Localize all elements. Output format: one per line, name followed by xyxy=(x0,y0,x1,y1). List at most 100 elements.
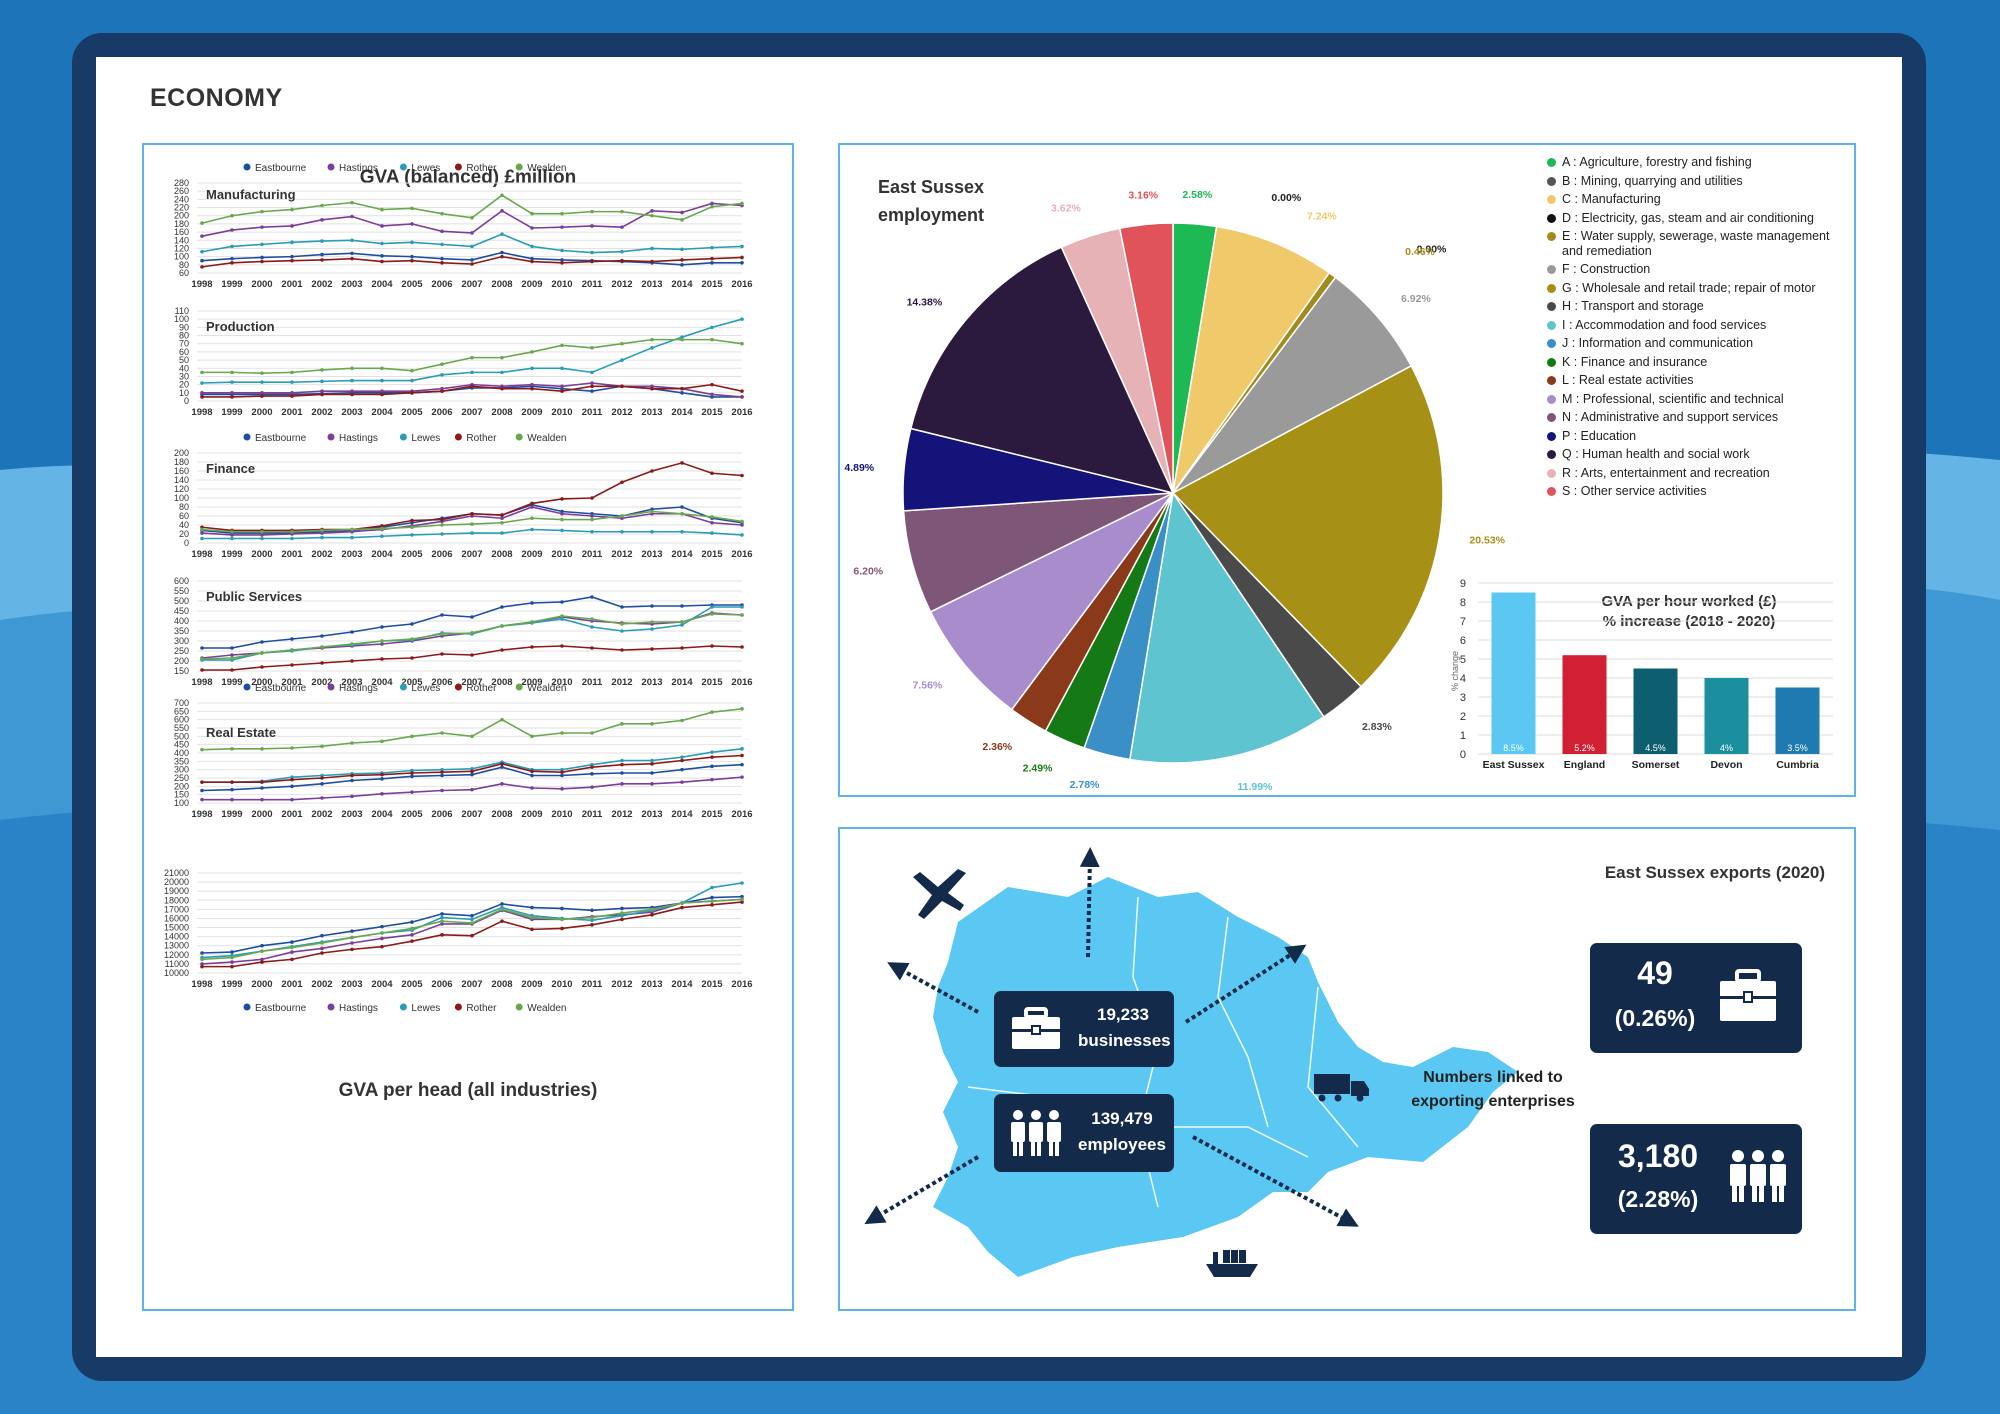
data-point xyxy=(410,637,414,641)
employees-label: employees xyxy=(1078,1135,1166,1154)
y-tick-label: 350 xyxy=(174,626,189,636)
x-tick-label: 2002 xyxy=(311,279,332,290)
briefcase-icon xyxy=(1720,969,1776,1021)
data-point xyxy=(560,248,564,253)
legend-label: Lewes xyxy=(411,433,440,444)
x-tick-label: 2016 xyxy=(731,809,752,820)
data-point xyxy=(470,787,474,792)
y-tick-label: 350 xyxy=(174,756,189,766)
airplane-icon xyxy=(913,869,966,919)
data-point xyxy=(290,224,294,228)
data-point xyxy=(260,225,264,229)
data-point xyxy=(590,785,594,789)
y-tick-label: 550 xyxy=(174,586,189,596)
legend-marker xyxy=(243,1003,251,1011)
data-point xyxy=(410,240,414,245)
data-point xyxy=(650,209,654,213)
data-point xyxy=(710,201,714,206)
data-point xyxy=(290,775,294,779)
data-point xyxy=(290,957,294,962)
x-tick-label: 1999 xyxy=(221,677,242,688)
y-tick-label: 650 xyxy=(174,706,189,716)
data-point xyxy=(410,206,414,211)
data-point xyxy=(590,731,594,735)
x-tick-label: 2006 xyxy=(431,677,452,688)
data-point xyxy=(380,944,384,949)
data-point xyxy=(620,911,624,915)
pie-pct-label: 6.92% xyxy=(1401,293,1431,305)
data-point xyxy=(560,770,564,774)
x-tick-label: 2010 xyxy=(551,677,572,688)
data-point xyxy=(620,762,624,767)
data-point xyxy=(200,221,204,225)
data-point xyxy=(740,645,744,649)
data-point xyxy=(410,768,414,773)
data-point xyxy=(380,254,384,258)
pie-title-line-2: employment xyxy=(878,205,984,225)
x-tick-label: 1998 xyxy=(191,279,212,290)
data-point xyxy=(290,240,294,245)
truck-icon xyxy=(1314,1074,1369,1102)
page-title: ECONOMY xyxy=(150,84,283,112)
x-tick-label: 2016 xyxy=(731,677,752,688)
pie-slice-f xyxy=(1172,276,1413,494)
linked-employees-box: 3,180 (2.28%) xyxy=(1590,1124,1802,1234)
data-point xyxy=(200,395,204,399)
data-point xyxy=(200,531,204,535)
y-tick-label: 500 xyxy=(174,731,189,741)
x-tick-label: 2000 xyxy=(251,279,272,290)
legend-text: C : Manufacturing xyxy=(1562,192,1661,206)
x-tick-label: 2012 xyxy=(611,549,632,560)
data-point xyxy=(230,533,234,537)
x-tick-label: 2016 xyxy=(731,407,752,418)
data-point xyxy=(500,624,504,628)
gva-line-charts: GVA (balanced) £million GVA per head (al… xyxy=(164,163,753,1101)
data-point xyxy=(650,647,654,651)
data-point xyxy=(230,228,234,232)
y-tick-label: 550 xyxy=(174,723,189,733)
x-tick-label: 1999 xyxy=(221,279,242,290)
data-point xyxy=(260,960,264,964)
x-tick-label: 2006 xyxy=(431,279,452,290)
data-point xyxy=(710,256,714,261)
data-point xyxy=(260,651,264,655)
data-point xyxy=(230,653,234,657)
data-point xyxy=(260,255,264,260)
data-point xyxy=(500,520,504,525)
x-tick-label: 2010 xyxy=(551,809,572,820)
data-point xyxy=(740,753,744,758)
data-point xyxy=(200,646,204,650)
data-point xyxy=(410,774,414,779)
series-line-rother xyxy=(201,462,743,532)
data-point xyxy=(680,258,684,262)
data-point xyxy=(590,250,594,255)
y-tick-label: 240 xyxy=(174,194,189,204)
data-point xyxy=(590,259,594,264)
data-point xyxy=(530,226,534,230)
data-point xyxy=(320,773,324,778)
data-point xyxy=(680,247,684,252)
data-point xyxy=(350,773,354,778)
legend-text: H : Transport and storage xyxy=(1562,299,1704,313)
data-point xyxy=(590,209,594,214)
legend-dot xyxy=(1547,232,1556,241)
data-point xyxy=(620,622,624,626)
data-point xyxy=(230,787,234,792)
data-point xyxy=(470,772,474,777)
gva-panel xyxy=(142,143,794,1311)
y-tick-label: 14000 xyxy=(164,932,189,942)
bar-value-label: 4% xyxy=(1720,743,1733,753)
data-point xyxy=(470,231,474,235)
legend-label: Wealden xyxy=(527,163,566,174)
data-point xyxy=(740,775,744,779)
data-point xyxy=(440,229,444,234)
legend-text: D : Electricity, gas, steam and air cond… xyxy=(1562,210,1814,225)
legend-label: Lewes xyxy=(411,163,440,174)
data-point xyxy=(440,256,444,261)
legend-item-c: C : Manufacturing xyxy=(1547,192,1847,207)
data-point xyxy=(200,788,204,793)
data-point xyxy=(440,922,444,926)
y-tick-label: 0 xyxy=(184,538,189,548)
data-point xyxy=(440,532,444,536)
data-point xyxy=(260,640,264,644)
